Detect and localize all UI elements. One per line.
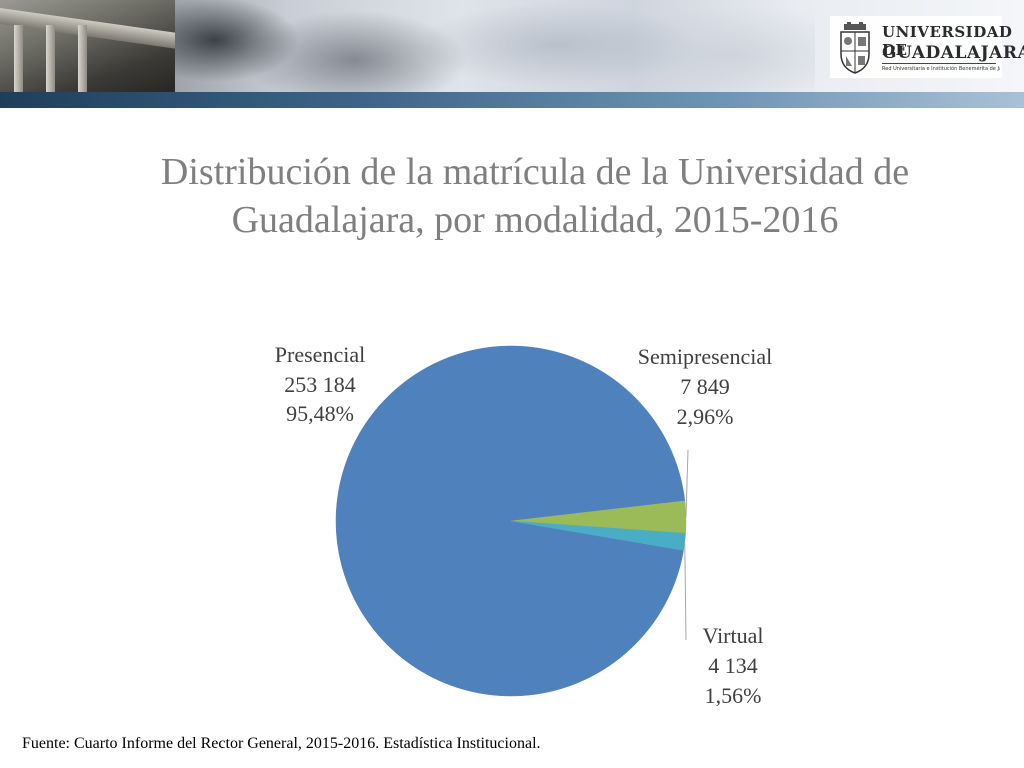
data-label-percent-2: 1,56% <box>705 683 762 708</box>
data-label-category-0: Presencial <box>275 342 365 367</box>
logo-title-line1: UNIVERSIDAD DE <box>882 23 1013 59</box>
data-label-value-0: 253 184 <box>284 372 356 397</box>
data-label-value-2: 4 134 <box>708 653 758 678</box>
logo-title-line2: GUADALAJARA <box>882 43 1024 63</box>
data-label-percent-1: 2,96% <box>677 404 734 429</box>
data-label-category-1: Semipresencial <box>638 344 772 369</box>
source-note: Fuente: Cuarto Informe del Rector Genera… <box>22 735 541 752</box>
data-label-category-2: Virtual <box>703 623 764 648</box>
logo-divider <box>882 63 996 64</box>
building-photo <box>0 0 175 100</box>
data-label-value-1: 7 849 <box>680 374 730 399</box>
sky-photo <box>175 0 815 100</box>
leader-line-semipresencial <box>685 449 689 518</box>
leader-line-virtual <box>684 541 687 641</box>
slice-presencial <box>335 345 686 697</box>
university-shield-icon <box>840 22 870 74</box>
logo-subtitle: Red Universitaria e Institución Beneméri… <box>882 66 1000 72</box>
banner-stripe <box>0 92 1024 108</box>
data-label-percent-0: 95,48% <box>286 401 354 426</box>
chart-title: Distribución de la matrícula de la Unive… <box>160 151 910 241</box>
